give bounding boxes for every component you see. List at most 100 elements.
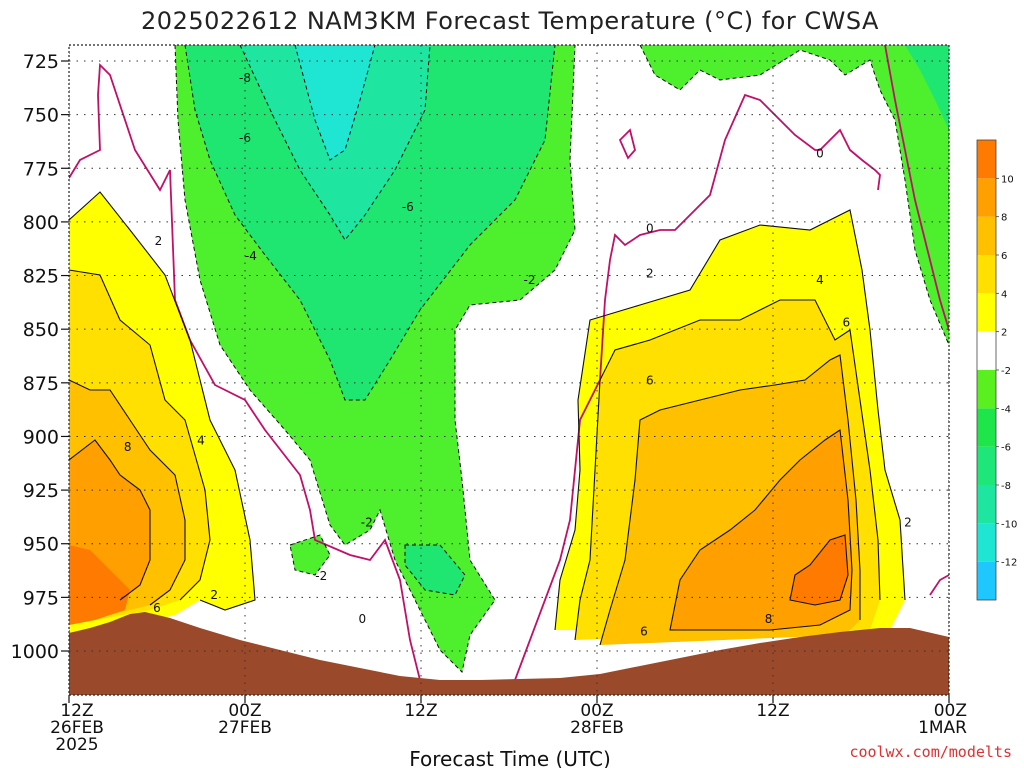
contour-label-21: 8 [765, 612, 773, 626]
contour-2-left [69, 191, 256, 611]
zero-line-bottomright [929, 574, 949, 596]
y-tick-label-825: 825 [23, 266, 59, 288]
colorbar-label-2: 2 [1001, 328, 1007, 339]
x-tick-label-60-0: 00Z [934, 701, 967, 721]
colorbar-label-8: 8 [1001, 213, 1007, 224]
contour-6-right [599, 354, 861, 646]
plot-frame [68, 44, 950, 696]
contour-neg6 [239, 45, 431, 241]
colorbar-label-6: 6 [1001, 251, 1007, 262]
x-tick-label-24-0: 12Z [404, 701, 437, 721]
colorbar-segment-9 [977, 216, 996, 255]
cold-region-far-right [905, 45, 949, 130]
y-tick-label-1000: 1000 [11, 641, 59, 663]
contour-label-18: 6 [646, 374, 654, 388]
contour-label-11: 2 [646, 266, 654, 280]
contour-label-8: 0 [646, 221, 654, 235]
contour-10-right [789, 534, 849, 606]
x-tick-label-12-1: 27FEB [218, 718, 272, 738]
contour-label-2: -6 [402, 200, 414, 214]
contour-label-14: 4 [197, 434, 205, 448]
colorbar-segment-10 [977, 178, 996, 217]
contour-label-5: -2 [361, 515, 373, 529]
contour-label-15: 4 [816, 273, 824, 287]
contour-6-left [69, 379, 186, 606]
x-tick-label-36-1: 28FEB [570, 718, 624, 738]
colorbar-label--6: -6 [1001, 443, 1011, 454]
x-tick-label-0-1: 26FEB [50, 718, 104, 738]
y-tick-label-750: 750 [23, 105, 59, 127]
colorbar: -12 -10 -8 -6 -4 -2 2 4 6 8 10 [976, 139, 1017, 601]
y-tick-label-900: 900 [23, 426, 59, 448]
colorbar-label--8: -8 [1001, 481, 1011, 492]
y-axis: 725 750 775 800 825 850 875 900 925 950 975 1000 [11, 51, 69, 663]
colorbar-segment-6 [977, 331, 996, 370]
y-tick-label-850: 850 [23, 319, 59, 341]
contour-label-16: 6 [153, 601, 161, 615]
warm-region-left-10 [69, 545, 130, 625]
contour-neg2-pocket2 [404, 544, 466, 596]
contour-label-9: 0 [816, 146, 824, 160]
credit-text: coolwx.com/modelts [849, 743, 1012, 761]
contour-2-right [554, 209, 906, 631]
contour-label-19: 6 [640, 625, 648, 639]
colorbar-label--2: -2 [1001, 366, 1011, 377]
y-tick-label-975: 975 [23, 587, 59, 609]
warm-contours [69, 191, 906, 646]
y-tick-label-725: 725 [23, 51, 59, 73]
colorbar-label-10: 10 [1001, 174, 1014, 185]
contour-4-right [574, 299, 881, 641]
contour-neg2-pocket [289, 534, 331, 576]
colorbar-segment-3 [977, 446, 996, 485]
contour-neg2-main [174, 45, 576, 674]
cold-region-middle [185, 45, 555, 400]
colorbar-segment-2 [977, 485, 996, 524]
cold-contours [174, 45, 949, 674]
cold-pocket-left [290, 535, 330, 575]
contour-label-4: -2 [524, 273, 536, 287]
contour-8-left [69, 439, 151, 601]
colorbar-segment-1 [977, 523, 996, 562]
x-tick-label-36-0: 00Z [580, 701, 613, 721]
colorbar-label-4: 4 [1001, 289, 1007, 300]
cold-region-core [295, 45, 375, 160]
contour-label-7: 0 [359, 612, 367, 626]
zero-line-right [514, 93, 881, 681]
cold-region-upper-right [640, 45, 949, 345]
x-axis-label: Forecast Time (UTC) [409, 747, 611, 768]
contour-labels: -8 -6 -6 -4 -2 -2 -2 0 0 0 2 2 2 2 4 4 6 6 6 6 8 8 [124, 71, 912, 639]
x-tick-label-0-2: 2025 [55, 735, 98, 755]
y-tick-label-775: 775 [23, 158, 59, 180]
contour-label-13: 2 [904, 515, 912, 529]
y-tick-label-800: 800 [23, 212, 59, 234]
contour-label-20: 8 [124, 440, 132, 454]
x-tick-label-12-0: 00Z [228, 701, 261, 721]
zero-line-loop [618, 128, 636, 160]
y-tick-label-925: 925 [23, 480, 59, 502]
x-tick-label-60-1: 1MAR [918, 718, 967, 738]
colorbar-segment-7 [977, 293, 996, 332]
plot-area [69, 45, 949, 695]
colorbar-label--12: -12 [1001, 558, 1017, 569]
contour-neg4 [184, 45, 556, 401]
contour-neg8 [294, 45, 376, 161]
colorbar-segment-11 [977, 140, 996, 179]
contour-label-0: -8 [239, 71, 251, 85]
zero-line-topright [884, 45, 949, 331]
contour-label-17: 6 [843, 316, 851, 330]
contour-4-left [69, 269, 211, 601]
colorbar-label--10: -10 [1001, 519, 1017, 530]
colorbar-segment-4 [977, 408, 996, 447]
terrain [69, 612, 949, 695]
contour-label-12: 2 [210, 588, 218, 602]
zero-line-left [69, 62, 421, 681]
contour-label-6: -2 [315, 569, 327, 583]
colorbar-segment-0 [977, 561, 996, 600]
y-tick-label-875: 875 [23, 373, 59, 395]
colorbar-segment-5 [977, 370, 996, 409]
colorbar-segment-8 [977, 255, 996, 294]
chart-title: 2025022612 NAM3KM Forecast Temperature (… [141, 7, 879, 35]
x-tick-label-0-0: 12Z [60, 701, 93, 721]
